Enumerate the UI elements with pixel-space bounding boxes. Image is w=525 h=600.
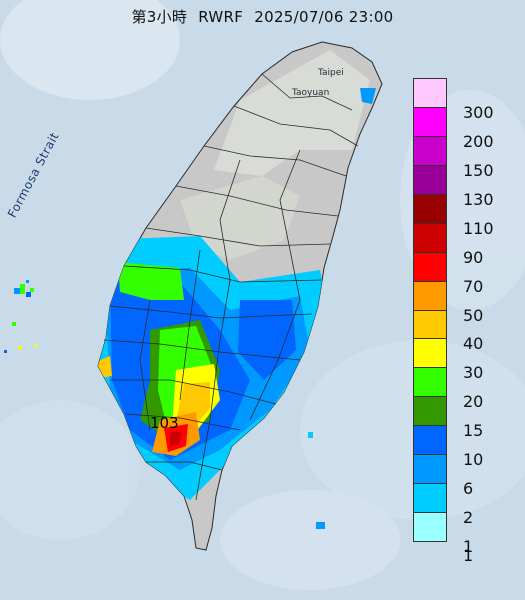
legend-label: 40 (463, 334, 484, 354)
map-title: 第3小時 RWRF 2025/07/06 23:00 (0, 6, 525, 27)
legend-swatch (413, 251, 447, 282)
legend-label: 150 (463, 160, 494, 180)
legend-label: 1 (463, 545, 474, 565)
valid-datetime: 2025/07/06 23:00 (254, 8, 394, 26)
forecast-step: 第3小時 (131, 8, 188, 26)
legend-swatch (413, 106, 447, 137)
model-name: RWRF (198, 8, 244, 26)
city-label-taoyuan: Taoyuan (292, 88, 330, 98)
legend-label: 10 (463, 450, 484, 470)
legend-label: 110 (463, 218, 494, 238)
rainfall-legend: 300 200 150 130 110 90 70 50 40 30 20 15 10 6 2 1 1 (413, 78, 513, 570)
legend-label: 15 (463, 421, 484, 441)
legend-label: 2 (463, 508, 474, 528)
legend-swatch (413, 135, 447, 166)
legend-swatch (413, 454, 447, 485)
legend-label: 50 (463, 305, 484, 325)
legend-swatch (413, 78, 447, 108)
legend-label: 20 (463, 392, 484, 412)
admin-boundaries (103, 73, 359, 501)
legend-swatch (413, 309, 447, 340)
city-label-taipei: Taipei (318, 68, 344, 78)
legend-label: 90 (463, 247, 484, 267)
rainfall-shading (98, 88, 376, 500)
legend-swatch (413, 396, 447, 427)
legend-label: 300 (463, 102, 494, 122)
legend-swatch (413, 367, 447, 398)
legend-label: 200 (463, 131, 494, 151)
legend-swatch (413, 222, 447, 253)
legend-swatch (413, 338, 447, 369)
legend-swatch (413, 483, 447, 514)
legend-swatch (413, 512, 447, 543)
legend-swatch (413, 164, 447, 195)
peak-rainfall-label: 103 (150, 414, 179, 432)
legend-swatch (413, 280, 447, 311)
legend-label: 1 (463, 537, 474, 557)
offshore-islands (308, 432, 325, 529)
legend-label: 6 (463, 479, 474, 499)
legend-label: 130 (463, 189, 494, 209)
legend-label: 70 (463, 276, 484, 296)
terrain-shading (180, 50, 370, 260)
legend-swatch (413, 425, 447, 456)
penghu-islands (4, 280, 37, 353)
legend-swatch (413, 193, 447, 224)
legend-label: 30 (463, 363, 484, 383)
